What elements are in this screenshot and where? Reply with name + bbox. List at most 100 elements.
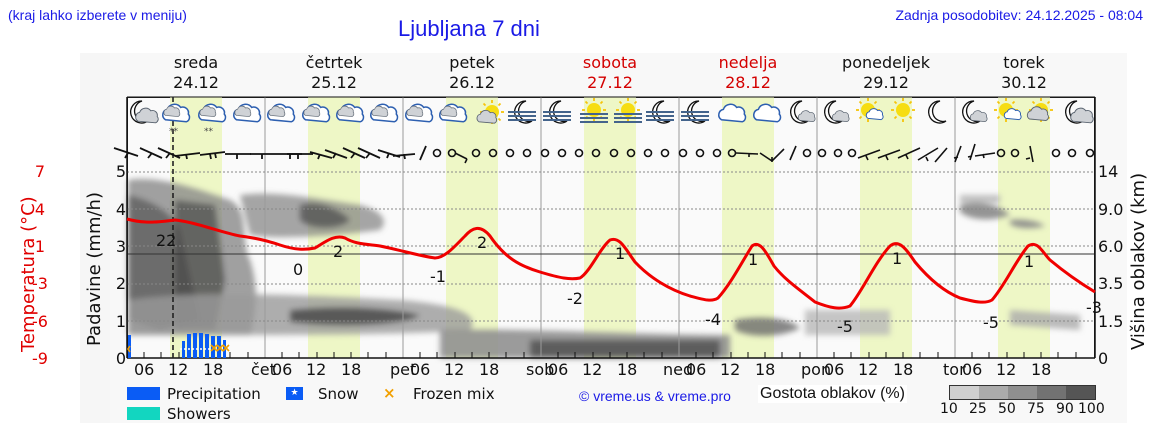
day-separators [264,97,956,358]
x-tick: 06 [962,360,983,379]
frozen-mix-icon: × [383,384,396,402]
cloud-density-tick: 10 [940,401,958,417]
cloud-density-tick: 25 [969,401,987,417]
wind-barbs [113,145,427,161]
cloud-density-tick: 90 [1056,401,1074,417]
svg-text:**: ** [204,127,214,137]
temp-tick: -9 [32,349,48,368]
snow-icon: ★ [286,387,303,400]
svg-text:1: 1 [1024,252,1034,271]
svg-text:1: 1 [748,250,758,269]
x-tick: 12 [168,360,189,379]
x-tick: ned [663,360,694,379]
cloud-density [128,179,1080,358]
page-title: Ljubljana 7 dni [398,16,540,41]
cloud-density-tick: 75 [1027,401,1045,417]
cloud-density-tick: 100 [1078,401,1105,417]
cloud-height-tick: 3.5 [1098,274,1124,293]
svg-text:1: 1 [615,244,625,263]
location-menu-hint: (kraj lahko izberete v meniju) [8,7,187,23]
x-tick: sob [526,360,555,379]
precip-tick: 3 [115,237,126,256]
x-tick: 18 [203,360,224,379]
temp-tick: 1 [34,237,46,256]
x-tick: 12 [996,360,1017,379]
legend-snow-label: Snow [318,385,359,403]
svg-text:22: 22 [156,231,176,250]
hour-ticks [143,352,1077,358]
cloud-height-axis-title: Višina oblakov (km) [1128,172,1149,350]
x-tick: 06 [548,360,569,379]
x-tick: 12 [720,360,741,379]
legend-showers-label: Showers [167,405,231,423]
day-header-1: četrtek 25.12 [305,53,363,92]
x-tick: 18 [479,360,500,379]
svg-text:-2: -2 [567,289,583,308]
copyright-link[interactable]: © vreme.us & vreme.pro [579,388,731,404]
day-header-2: petek 26.12 [449,53,495,92]
svg-text:-1: -1 [430,267,446,286]
frozen-mix-markers [127,344,230,353]
x-tick: pon [801,360,832,379]
svg-text:**: ** [169,127,179,137]
cloud-height-tick: 14 [1098,162,1119,181]
svg-text:2: 2 [333,242,343,261]
precip-tick: 2 [115,274,126,293]
legend-precipitation-swatch [127,387,160,400]
x-tick: 18 [893,360,914,379]
x-tick: 18 [755,360,776,379]
snow-markers: ** ** [169,127,214,137]
legend-frozen-mix-label: Frozen mix [413,385,495,403]
cloud-density-title: Gostota oblakov (%) [758,385,907,403]
x-tick: 12 [306,360,327,379]
day-header-4: nedelja 28.12 [718,53,778,92]
cloud-height-tick: 0 [1098,349,1109,368]
x-tick: 18 [617,360,638,379]
x-tick: 06 [686,360,707,379]
x-tick: 18 [341,360,362,379]
svg-text:-5: -5 [837,317,853,336]
precip-tick: 1 [115,312,126,331]
day-header-3: sobota 27.12 [582,53,638,92]
cloud-height-tick: 1.5 [1098,312,1124,331]
x-tick: čet [251,360,276,379]
precip-tick: 5 [115,162,126,181]
x-tick: pet [390,360,417,379]
temp-tick: -6 [32,312,48,331]
precip-tick: 4 [115,200,126,219]
x-tick: 12 [858,360,879,379]
temp-tick: 7 [34,162,46,181]
x-tick: 06 [272,360,293,379]
legend-precipitation-label: Precipitation [167,385,261,403]
cloud-height-tick: 6.0 [1098,237,1124,256]
temperature-labels: 22 0 2 -1 2 -2 1 -4 1 -5 1 -5 1 -3 [156,231,1102,336]
svg-text:-5: -5 [983,313,999,332]
x-tick: tor [943,360,966,379]
x-tick: 06 [410,360,431,379]
temp-tick: -3 [32,274,48,293]
cloud-density-tick: 50 [998,401,1016,417]
temp-tick: 4 [34,200,46,219]
cloud-height-tick: 9.0 [1098,200,1124,219]
x-tick: 12 [444,360,465,379]
wind-calm-circles [432,143,1095,164]
svg-text:1: 1 [892,249,902,268]
legend-showers-swatch [127,407,160,420]
svg-text:-4: -4 [705,310,721,329]
x-tick: 12 [582,360,603,379]
precipitation-axis-title: Padavine (mm/h) [84,192,105,346]
svg-text:0: 0 [293,260,303,279]
last-updated: Zadnja posodobitev: 24.12.2025 - 08:04 [895,7,1143,23]
x-tick: 06 [134,360,155,379]
svg-text:2: 2 [477,233,487,252]
day-header-6: torek 30.12 [1001,53,1047,92]
x-tick: 18 [1031,360,1052,379]
svg-text:-3: -3 [1086,298,1102,317]
left-strip [80,53,110,423]
cloud-density-colorbar [949,385,1096,400]
day-header-5: ponedeljek 29.12 [842,53,930,92]
precip-tick: 0 [115,349,126,368]
day-header-0: sreda 24.12 [173,53,219,92]
x-tick: 06 [824,360,845,379]
